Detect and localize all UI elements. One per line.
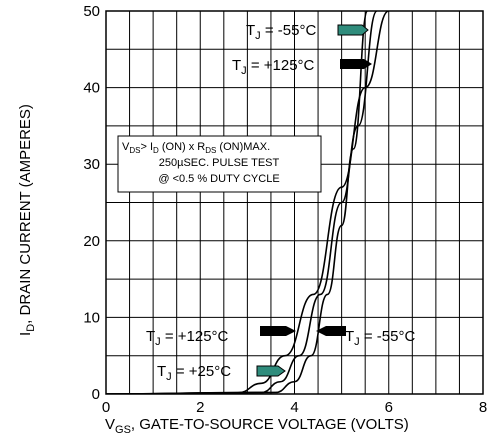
svg-text:TJ = +125°C: TJ = +125°C — [232, 57, 315, 77]
arrow-right-icon — [260, 326, 296, 336]
test-conditions-line1: VDS> ID (ON) x RDS (ON)MAX. — [122, 141, 270, 155]
test-conditions-line2: 250µSEC. PULSE TEST — [159, 157, 280, 169]
tick-labels: 0 2 4 6 8 0 10 20 30 40 50 — [83, 3, 487, 416]
y-tick-label: 50 — [83, 3, 100, 20]
x-tick-label: 4 — [290, 399, 298, 416]
x-tick-label: 2 — [196, 399, 204, 416]
y-tick-label: 30 — [83, 156, 100, 173]
y-tick-label: 10 — [83, 309, 100, 326]
plot-frame — [105, 10, 484, 395]
arrow-left-icon — [316, 326, 346, 336]
label-tj-125-bot: TJ = +125°C — [146, 326, 296, 348]
label-tj-125-top: TJ = +125°C — [232, 57, 372, 77]
svg-text:TJ = -55°C: TJ = -55°C — [345, 328, 415, 348]
grid — [105, 10, 484, 395]
y-axis-label: ID, DRAIN CURRENT (AMPERES) — [17, 104, 37, 336]
label-tj-m55-top: TJ = -55°C — [246, 22, 369, 42]
y-tick-label: 40 — [83, 80, 100, 97]
arrow-right-icon — [340, 59, 372, 69]
label-tj-m55-bot: TJ = -55°C — [316, 326, 415, 348]
series-line-2 — [106, 11, 369, 394]
curves — [106, 11, 390, 394]
x-axis-label: VGS, GATE-TO-SOURCE VOLTAGE (VOLTS) — [105, 416, 409, 436]
arrow-right-icon — [256, 365, 286, 377]
test-conditions-line3: @ <0.5 % DUTY CYCLE — [158, 173, 279, 185]
svg-text:TJ = +25°C: TJ = +25°C — [157, 363, 231, 383]
x-tick-label: 8 — [479, 399, 487, 416]
svg-text:TJ = +125°C: TJ = +125°C — [146, 328, 229, 348]
arrow-right-icon — [337, 24, 369, 36]
label-tj-25-bot: TJ = +25°C — [157, 363, 286, 383]
test-conditions-box: VDS> ID (ON) x RDS (ON)MAX. 250µSEC. PUL… — [117, 135, 322, 193]
y-tick-label: 20 — [83, 233, 100, 250]
svg-text:TJ = -55°C: TJ = -55°C — [246, 22, 316, 42]
y-tick-label: 0 — [92, 386, 100, 403]
x-tick-label: 0 — [102, 399, 110, 416]
x-tick-label: 6 — [385, 399, 393, 416]
